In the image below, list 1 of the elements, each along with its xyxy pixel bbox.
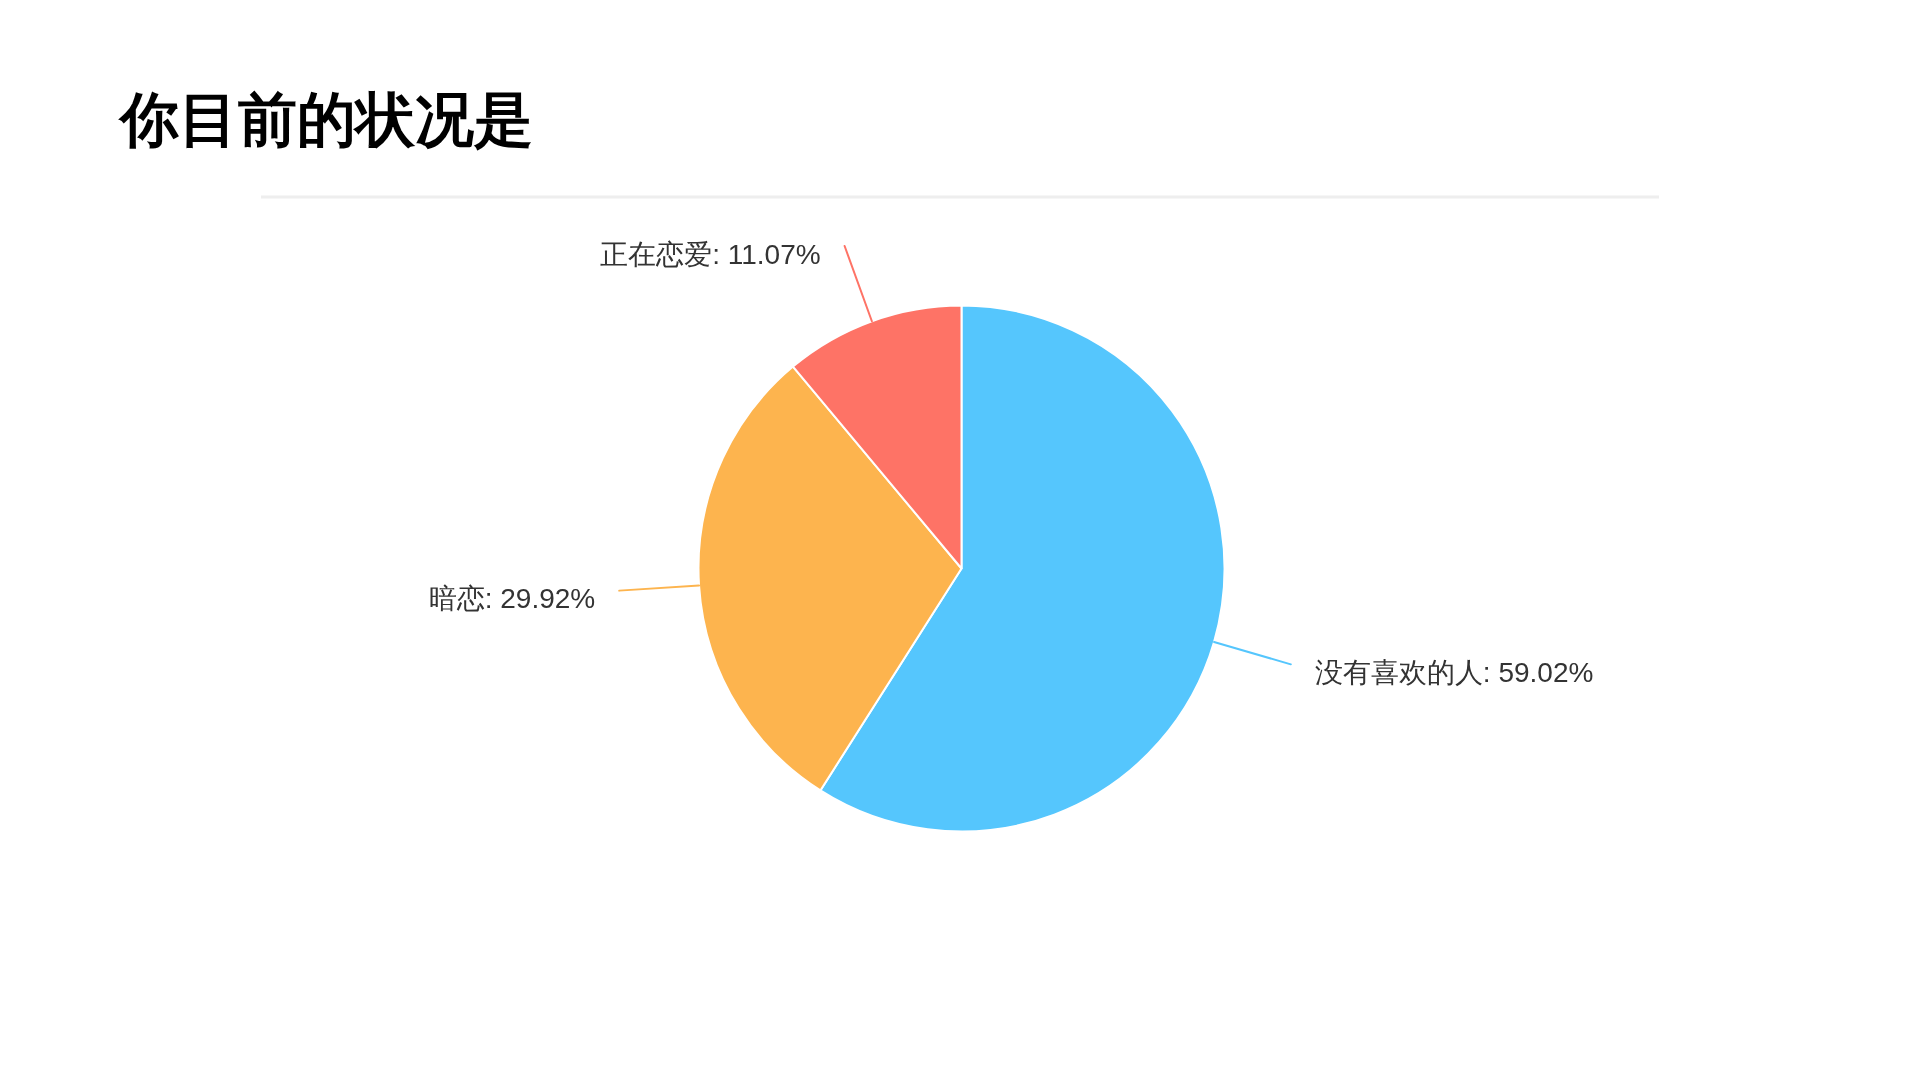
- title: 你目前的状况是: [120, 87, 533, 153]
